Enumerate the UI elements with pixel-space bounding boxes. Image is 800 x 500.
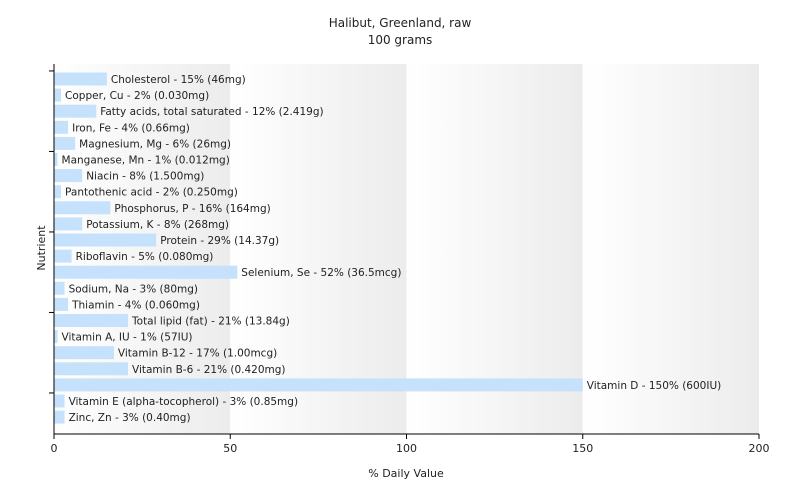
bar-label: Cholesterol - 15% (46mg) [111, 74, 246, 86]
bar [54, 346, 114, 360]
bar-label: Vitamin B-6 - 21% (0.420mg) [132, 364, 286, 376]
bar [54, 153, 58, 166]
bar-label: Vitamin A, IU - 1% (57IU) [62, 332, 193, 344]
bar [54, 217, 83, 231]
bar [54, 378, 583, 392]
bar-label: Thiamin - 4% (0.060mg) [71, 299, 200, 311]
bar-label: Vitamin B-12 - 17% (1.00mcg) [118, 348, 277, 360]
bar [54, 281, 65, 295]
bar-label: Phosphorus, P - 16% (164mg) [114, 203, 270, 215]
bar-label: Fatty acids, total saturated - 12% (2.41… [100, 106, 323, 118]
bar-labels-group: Cholesterol - 15% (46mg) Copper, Cu - 2% … [62, 74, 722, 424]
axes-group: 0 50 100 150 200 [49, 64, 770, 455]
bar [54, 314, 129, 327]
x-tick-label: 150 [572, 442, 593, 455]
bar [54, 249, 72, 263]
x-tick-label: 200 [749, 442, 770, 455]
grid-band [582, 64, 759, 434]
x-tick-label: 100 [396, 442, 417, 455]
x-tick-label: 50 [223, 442, 237, 455]
grid-band [230, 64, 407, 434]
bar-label: Vitamin E (alpha-tocopherol) - 3% (0.85m… [69, 396, 299, 408]
bars-group [54, 72, 583, 424]
bar-label: Copper, Cu - 2% (0.030mg) [65, 90, 209, 102]
bar [54, 88, 62, 102]
bar [54, 330, 58, 344]
bar-label: Vitamin D - 150% (600IU) [587, 380, 721, 392]
bar-label: Riboflavin - 5% (0.080mg) [76, 251, 214, 263]
bar-label: Protein - 29% (14.37g) [160, 235, 279, 247]
bar [54, 104, 97, 118]
bar [54, 120, 69, 134]
bar [54, 72, 107, 86]
bar [54, 394, 65, 408]
bar-label: Potassium, K - 8% (268mg) [86, 219, 229, 231]
x-axis-label: % Daily Value [368, 467, 444, 480]
x-tick-label: 0 [51, 442, 58, 455]
bar-label: Zinc, Zn - 3% (0.40mg) [69, 412, 191, 424]
bar [54, 265, 238, 279]
bar-label: Iron, Fe - 4% (0.66mg) [72, 122, 190, 134]
bar-label: Magnesium, Mg - 6% (26mg) [79, 138, 231, 150]
bar [54, 136, 76, 150]
bar [54, 233, 157, 247]
grid-band [406, 64, 583, 434]
grid-bands [54, 64, 759, 434]
bar [54, 297, 69, 311]
bar [54, 410, 65, 424]
chart-title: Halibut, Greenland, raw [329, 16, 472, 30]
y-axis-label: Nutrient [35, 225, 48, 271]
chart-subtitle: 100 grams [368, 33, 433, 47]
bar [54, 185, 62, 199]
bar-label: Pantothenic acid - 2% (0.250mg) [65, 187, 238, 199]
bar [54, 362, 129, 376]
bar-label: Total lipid (fat) - 21% (13.84g) [131, 316, 290, 328]
bar-label: Selenium, Se - 52% (36.5mcg) [241, 267, 401, 279]
bar-label: Niacin - 8% (1.500mg) [86, 171, 204, 183]
bar-label: Sodium, Na - 3% (80mg) [69, 283, 198, 295]
bar [54, 169, 83, 183]
bar [54, 201, 111, 215]
bar-label: Manganese, Mn - 1% (0.012mg) [62, 155, 230, 167]
